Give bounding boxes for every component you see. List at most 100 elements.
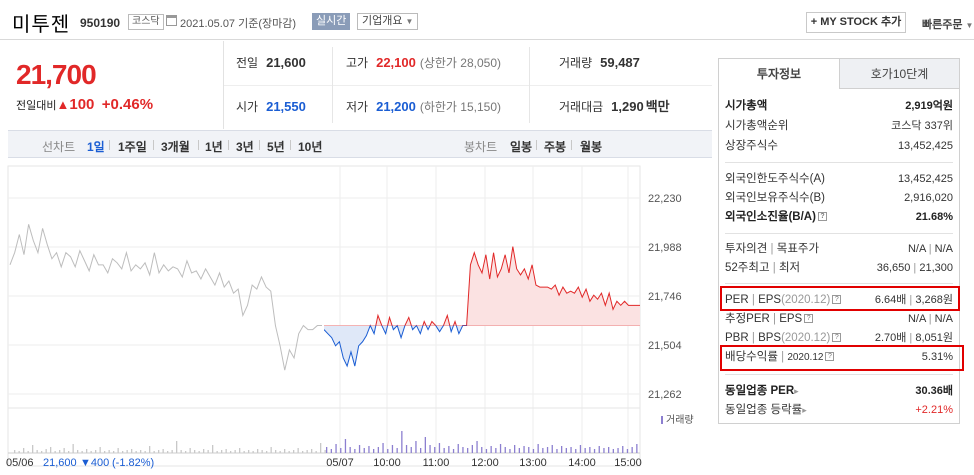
realtime-button[interactable]: 실시간 xyxy=(312,13,351,30)
volume-bar xyxy=(306,450,308,453)
help-icon[interactable]: ? xyxy=(825,352,835,362)
volume-bar xyxy=(626,449,629,453)
dividend-row: 배당수익률 | 2020.12? 5.31% xyxy=(725,351,953,363)
volume-bar xyxy=(27,451,29,453)
prev-close: 전일 21,600 xyxy=(236,55,306,70)
volume-bar xyxy=(279,451,281,453)
candle-monthly[interactable]: 월봉 xyxy=(580,140,603,154)
period-1d[interactable]: 1일 xyxy=(87,140,105,154)
volume-bar xyxy=(293,450,295,453)
volume-bar xyxy=(490,446,492,453)
est-per-eps-row: 추정PER | EPS? N/A | N/A xyxy=(725,313,953,325)
volume-bar xyxy=(485,449,488,453)
volume-bar xyxy=(167,451,169,453)
volume-bar xyxy=(113,451,115,453)
volume-bar xyxy=(243,451,245,453)
arrow-right-icon: ▸ xyxy=(802,405,807,415)
help-icon[interactable]: ? xyxy=(817,212,827,222)
volume-bar xyxy=(158,450,160,453)
volume-bar xyxy=(45,449,47,453)
volume-bar xyxy=(518,448,520,453)
volume-bar xyxy=(415,441,417,453)
candle-daily[interactable]: 일봉 xyxy=(510,140,533,154)
volume-bar xyxy=(203,449,205,453)
volume-bar xyxy=(135,451,137,453)
y-tick-label: 22,230 xyxy=(648,193,682,205)
volume-bar xyxy=(104,451,106,453)
period-10y[interactable]: 10년 xyxy=(298,140,323,154)
dividend-highlight-box xyxy=(720,345,964,371)
volume-bar xyxy=(212,445,214,453)
up-arrow-icon: ▲ xyxy=(56,97,70,112)
volume-bar xyxy=(476,441,478,453)
volume-legend-label: 거래량 xyxy=(666,414,694,426)
foreign-hold-row: 외국인보유주식수(B) 2,916,020 xyxy=(725,192,953,204)
period-1w[interactable]: 1주일 xyxy=(118,140,147,154)
open-price: 시가 21,550 xyxy=(236,99,306,114)
volume-bar xyxy=(532,449,535,453)
volume-bar xyxy=(589,447,591,453)
help-icon[interactable]: ? xyxy=(832,333,842,343)
volume-bar xyxy=(391,445,394,453)
foreign-limit-row: 외국인한도주식수(A) 13,452,425 xyxy=(725,173,953,185)
volume-bar xyxy=(443,448,445,453)
volume-bar xyxy=(603,448,605,453)
volume-bar xyxy=(162,449,164,453)
day-high: 고가 22,100 (상한가 28,050) xyxy=(346,55,502,70)
y-tick-label: 21,746 xyxy=(648,291,682,303)
x-tick-label: 13:00 xyxy=(519,457,547,469)
volume-bar xyxy=(504,447,506,453)
help-icon[interactable]: ? xyxy=(804,314,814,324)
volume-bar xyxy=(221,450,223,453)
volume-bar xyxy=(471,445,473,453)
series-today-line-up xyxy=(369,246,640,326)
x-tick-label: 05/07 xyxy=(326,457,354,469)
company-overview-dropdown[interactable]: 기업개요 ▼ xyxy=(357,13,419,30)
volume-bar xyxy=(225,449,227,453)
volume-bar xyxy=(551,445,553,453)
listed-shares-row: 상장주식수 13,452,425 xyxy=(725,140,953,152)
volume-bar xyxy=(185,451,187,453)
help-icon[interactable]: ? xyxy=(832,295,842,305)
volume-bar xyxy=(617,448,619,453)
volume-bar xyxy=(72,444,74,453)
investment-info-panel: 투자정보 호가10단계 시가총액 2,919억원 시가총액순위 코스닥 337위 상… xyxy=(718,58,960,424)
volume-bar xyxy=(429,445,431,453)
volume: 거래량 59,487 xyxy=(559,55,640,70)
volume-bar xyxy=(99,447,101,453)
volume-bar xyxy=(180,450,182,453)
volume-bar xyxy=(636,444,638,453)
volume-bar xyxy=(467,448,469,453)
area-down xyxy=(324,325,640,367)
tab-order-book-10[interactable]: 호가10단계 xyxy=(839,59,959,89)
volume-bar xyxy=(248,450,250,453)
volume-bar xyxy=(401,431,403,453)
volume-bar xyxy=(612,449,614,453)
volume-bar xyxy=(140,450,142,453)
volume-bar xyxy=(363,448,365,453)
volume-bar xyxy=(198,451,200,453)
pbr-bps-row: PBR | BPS(2020.12)? 2.70배 | 8,051원 xyxy=(725,332,953,344)
period-3y[interactable]: 3년 xyxy=(236,140,254,154)
period-3m[interactable]: 3개월 xyxy=(161,140,190,154)
add-mystock-button[interactable]: + MY STOCK 추가 xyxy=(806,12,906,33)
volume-bar xyxy=(354,449,356,453)
volume-bar xyxy=(598,446,600,453)
volume-bar xyxy=(452,449,455,453)
change-percent: +0.46% xyxy=(101,96,154,113)
stock-name: 미투젠 xyxy=(12,14,71,36)
x-tick-label: 14:00 xyxy=(568,457,596,469)
intraday-price-chart[interactable]: 22,230 21,988 21,746 21,504 21,262 05/07 10:00… xyxy=(0,158,712,475)
quick-order-button[interactable]: 빠른주문 ▼ xyxy=(922,19,974,31)
volume-bar xyxy=(528,447,530,453)
candle-weekly[interactable]: 주봉 xyxy=(544,140,567,154)
series-prev-day-line xyxy=(9,224,322,371)
tab-investment-info[interactable]: 투자정보 xyxy=(719,59,839,89)
volume-bar xyxy=(340,448,342,453)
per-eps-row: PER | EPS(2020.12)? 6.64배 | 3,268원 xyxy=(725,294,953,306)
stock-code: 950190 xyxy=(80,16,121,30)
foreign-rate-row: 외국인소진율(B/A)? 21.68% xyxy=(725,211,953,223)
period-1y[interactable]: 1년 xyxy=(205,140,223,154)
period-5y[interactable]: 5년 xyxy=(267,140,285,154)
volume-bar xyxy=(81,451,83,453)
